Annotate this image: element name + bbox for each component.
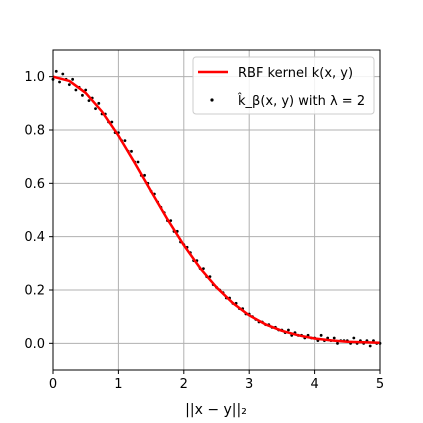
x-tick-label: 0 bbox=[49, 377, 57, 392]
x-tick-label: 3 bbox=[245, 377, 253, 392]
legend-box bbox=[192, 56, 375, 115]
scatter-point bbox=[54, 69, 58, 73]
scatter-point bbox=[123, 139, 127, 143]
x-tick-label: 5 bbox=[376, 377, 384, 392]
scatter-point bbox=[94, 107, 97, 111]
grid bbox=[52, 50, 381, 370]
legend: RBF kernel k(x, y) k̂_β(x, y) with λ = 2 bbox=[192, 56, 375, 115]
scatter-point bbox=[67, 83, 71, 87]
y-tick-label: 0.4 bbox=[24, 230, 45, 245]
scatter-point bbox=[97, 101, 101, 105]
scatter-point bbox=[368, 344, 372, 348]
y-tick-label: 0.6 bbox=[24, 177, 45, 192]
legend-entry-rbf-kernel: RBF kernel k(x, y) bbox=[238, 66, 353, 81]
x-tick-label: 1 bbox=[114, 377, 122, 392]
scatter-point bbox=[81, 93, 84, 97]
y-tick-label: 0.0 bbox=[24, 337, 45, 352]
scatter-point bbox=[352, 336, 356, 340]
scatter-point bbox=[61, 72, 65, 76]
scatter-point bbox=[287, 328, 290, 332]
x-tick-label: 4 bbox=[310, 377, 318, 392]
legend-marker-swatch bbox=[210, 98, 214, 102]
scatter-point bbox=[136, 160, 140, 164]
y-tick-label: 1.0 bbox=[24, 70, 45, 85]
scatter-point bbox=[84, 88, 88, 92]
plot-frame bbox=[52, 49, 381, 371]
scatter-point bbox=[336, 341, 339, 345]
scatter-point bbox=[110, 120, 114, 124]
scatter-point bbox=[332, 336, 336, 340]
y-tick-label: 0.8 bbox=[24, 124, 45, 139]
y-tick-label: 0.2 bbox=[24, 284, 45, 299]
scatter-point bbox=[319, 333, 323, 337]
scatter-point bbox=[87, 99, 91, 103]
rbf-kernel-line bbox=[52, 75, 381, 345]
scatter-point bbox=[143, 173, 146, 177]
axis-ticks: 0 1 2 3 4 5 0.0 0.2 0.4 0.6 0.8 1.0 bbox=[24, 70, 384, 392]
legend-entry-estimated-kernel: k̂_β(x, y) with λ = 2 bbox=[237, 94, 365, 109]
line-series bbox=[52, 75, 381, 345]
x-tick-label: 2 bbox=[180, 377, 188, 392]
scatter-point bbox=[130, 149, 133, 153]
scatter-point bbox=[58, 80, 61, 84]
scatter-point bbox=[74, 88, 78, 92]
scatter-point bbox=[71, 77, 75, 81]
x-axis-label: ||x − y||₂ bbox=[185, 402, 247, 418]
